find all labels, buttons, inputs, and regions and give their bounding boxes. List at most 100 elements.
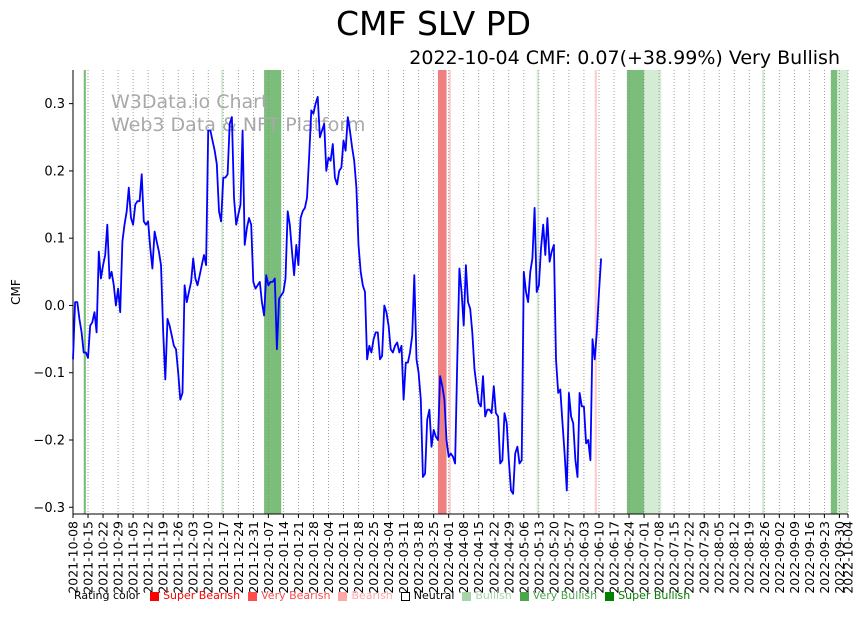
x-tick-label: 2022-05-06 [516, 521, 531, 594]
x-tick-label: 2022-04-15 [471, 521, 486, 594]
y-tick-label: 0.1 [44, 232, 65, 247]
legend-item: Bearish [338, 589, 393, 603]
x-tick-label: 2021-10-08 [66, 521, 81, 594]
x-tick-label: 2022-06-10 [591, 521, 606, 594]
rating-band [644, 70, 662, 514]
chart-title: CMF SLV PD [335, 4, 532, 43]
legend-swatch [248, 591, 258, 601]
x-tick-label: 2022-01-07 [261, 521, 276, 594]
y-axis-label: CMF [9, 279, 23, 305]
rating-band [264, 70, 282, 514]
rating-band [837, 70, 848, 514]
x-tick-label: 2022-03-25 [426, 521, 441, 594]
rating-band [594, 70, 597, 514]
rating-band [762, 70, 765, 514]
x-tick-label: 2022-07-22 [682, 521, 697, 594]
x-tick-label: 2022-01-21 [291, 521, 306, 594]
x-tick-label: 2022-05-27 [561, 521, 576, 594]
y-tick-label: 0.2 [44, 164, 65, 179]
x-tick-label: 2021-11-12 [141, 521, 156, 594]
x-tick-label: 2022-08-05 [712, 521, 727, 594]
y-tick-label: −0.3 [33, 501, 65, 516]
legend-item-label: Bearish [351, 589, 393, 602]
x-tick-label: 2022-09-23 [817, 521, 832, 594]
rating-band [536, 70, 539, 514]
x-tick-label: 2022-03-04 [381, 521, 396, 594]
x-tick-label: 2022-03-18 [411, 521, 426, 594]
y-tick-label: −0.1 [33, 366, 65, 381]
legend-item: Very Bearish [248, 589, 330, 603]
x-tick-label: 2022-02-18 [351, 521, 366, 594]
legend-swatch [400, 591, 410, 601]
x-tick-label: 2021-10-15 [81, 521, 96, 594]
x-tick-label: 2022-01-14 [276, 521, 291, 594]
x-tick-label: 2022-06-24 [622, 521, 637, 594]
x-tick-label: 2021-11-19 [156, 521, 171, 594]
x-tick-label: 2022-07-08 [652, 521, 667, 594]
x-tick-label: 2022-04-08 [456, 521, 471, 594]
legend-swatch [462, 591, 472, 601]
x-tick-label: 2022-09-02 [772, 521, 787, 594]
cmf-series-line [72, 96, 602, 495]
x-tick-label: 2021-12-03 [186, 521, 201, 594]
rating-band [448, 70, 451, 514]
x-tick-label: 2022-07-15 [667, 521, 682, 594]
x-tick-label: 2022-09-16 [802, 521, 817, 594]
rating-band [626, 70, 645, 514]
legend-item-label: Super Bullish [618, 589, 691, 602]
legend-item-label: Neutral [413, 589, 455, 602]
x-tick-label: 2022-09-30 [832, 521, 847, 594]
y-tick-label: 0.0 [44, 299, 65, 314]
x-tick-label: 2022-09-09 [787, 521, 802, 594]
x-tick-label: 2021-12-31 [246, 521, 261, 594]
x-tick-label: 2022-07-01 [637, 521, 652, 594]
x-tick-label: 2022-02-25 [366, 521, 381, 594]
legend-swatch [519, 591, 529, 601]
x-tick-label: 2022-01-28 [306, 521, 321, 594]
x-tick-label: 2022-08-12 [727, 521, 742, 594]
rating-band [437, 70, 447, 514]
x-tick-label: 2022-05-13 [531, 521, 546, 594]
legend-swatch [605, 591, 615, 601]
legend-item-label: Very Bearish [261, 589, 331, 602]
legend-item: Neutral [400, 589, 455, 603]
x-tick-label: 2022-08-19 [742, 521, 757, 594]
rating-band [83, 70, 86, 514]
rating-legend: Rating color Super Bearish Very Bearish Be… [74, 589, 698, 603]
x-tick-label: 2022-05-20 [546, 521, 561, 594]
chart-subtitle: 2022-10-04 CMF: 0.07(+38.99%) Very Bulli… [409, 47, 840, 69]
y-tick-label: −0.2 [33, 434, 65, 449]
x-tick-label: 2022-10-04 [841, 521, 856, 594]
x-tick-label: 2022-02-11 [336, 521, 351, 594]
x-tick-label: 2021-10-22 [96, 521, 111, 594]
legend-item-label: Super Bearish [163, 589, 241, 602]
x-tick-label: 2022-07-29 [697, 521, 712, 594]
watermark-text: W3Data.io Chart [111, 91, 268, 113]
legend-item-label: Very Bullish [532, 589, 598, 602]
legend-item: Very Bullish [519, 589, 598, 603]
x-tick-label: 2021-12-17 [216, 521, 231, 594]
x-tick-label: 2022-04-22 [486, 521, 501, 594]
x-tick-label: 2022-04-01 [441, 521, 456, 594]
x-tick-label: 2022-03-11 [396, 521, 411, 594]
rating-band [830, 70, 838, 514]
x-tick-label: 2021-10-29 [111, 521, 126, 594]
rating-band [221, 70, 224, 514]
y-tick-label: 0.3 [44, 97, 65, 112]
x-tick-label: 2022-06-17 [606, 521, 621, 594]
legend-swatch [150, 591, 160, 601]
x-tick-label: 2021-12-24 [231, 521, 246, 594]
x-tick-label: 2021-11-26 [171, 521, 186, 594]
legend-item: Super Bearish [150, 589, 240, 603]
x-tick-label: 2022-06-03 [576, 521, 591, 594]
x-tick-label: 2022-08-26 [757, 521, 772, 594]
legend-label: Rating color [74, 589, 141, 602]
legend-item: Super Bullish [605, 589, 690, 603]
x-tick-label: 2022-04-29 [501, 521, 516, 594]
legend-item: Bullish [462, 589, 512, 603]
legend-swatch [338, 591, 348, 601]
watermark-text: Web3 Data & NFT Platform [111, 114, 365, 136]
x-tick-label: 2022-02-04 [321, 521, 336, 594]
legend-item-label: Bullish [475, 589, 512, 602]
